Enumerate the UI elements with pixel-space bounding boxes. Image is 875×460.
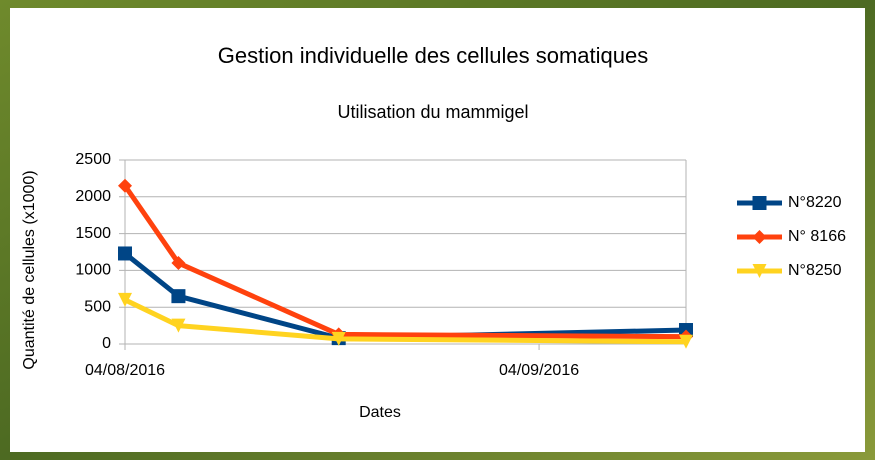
x-axis-label: Dates: [359, 404, 401, 421]
y-tick-label: 1500: [75, 225, 111, 242]
x-tick-label: 04/09/2016: [499, 362, 579, 379]
legend-label: N° 8166: [788, 228, 846, 245]
marker: [118, 246, 132, 260]
marker: [171, 289, 185, 303]
chart: Gestion individuelle des cellules somati…: [0, 0, 875, 460]
y-tick-label: 0: [102, 335, 111, 352]
y-tick-label: 1000: [75, 262, 111, 279]
y-axis-label: Quantité de cellules (x1000): [21, 170, 38, 369]
x-tick-label: 04/08/2016: [85, 362, 165, 379]
y-tick-label: 2500: [75, 151, 111, 168]
y-tick-label: 500: [84, 298, 111, 315]
legend-label: N°8220: [788, 194, 842, 211]
legend-marker: [753, 196, 767, 210]
chart-subtitle: Utilisation du mammigel: [337, 102, 528, 122]
legend-label: N°8250: [788, 262, 842, 279]
y-tick-label: 2000: [75, 188, 111, 205]
chart-area: [10, 8, 865, 452]
chart-title: Gestion individuelle des cellules somati…: [218, 43, 648, 68]
